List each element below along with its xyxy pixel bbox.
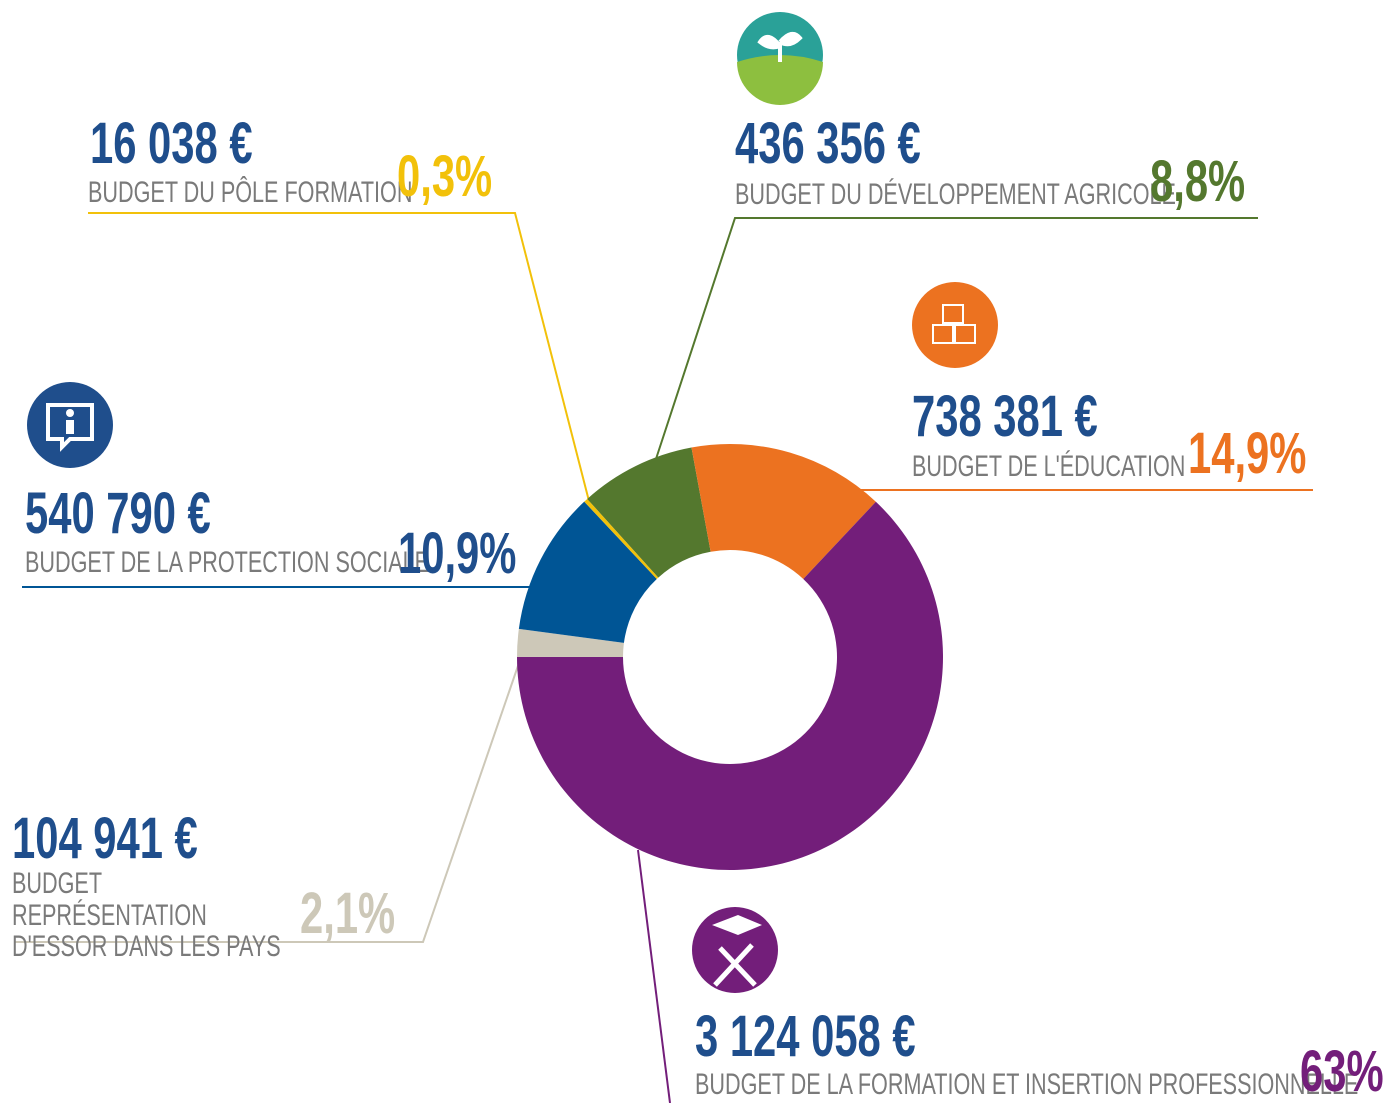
value-label: 2,1% [300, 881, 396, 946]
category: BUDGET DE LA PROTECTION SOCIALE [25, 546, 430, 579]
value-label: 14,9% [1188, 421, 1307, 486]
category: BUDGET DU DÉVELOPPEMENT AGRICOLE [735, 178, 1176, 211]
amount: 16 038 € [90, 111, 253, 176]
icon [912, 282, 998, 368]
value-label: 10,9% [398, 521, 517, 586]
donut-segment [587, 447, 711, 578]
amount: 104 941 € [12, 806, 198, 871]
category: BUDGET DE LA FORMATION ET INSERTION PROF… [695, 1068, 1359, 1101]
icon [737, 12, 823, 105]
value-label: 63% [1300, 1039, 1384, 1104]
category: BUDGET DU PÔLE FORMATION [88, 176, 413, 209]
value-label: 8,8% [1150, 149, 1246, 214]
donut-segment [518, 501, 657, 643]
leader-lines [15, 212, 1313, 1103]
amount: 738 381 € [912, 384, 1098, 449]
amount: 540 790 € [25, 481, 211, 546]
value-label: 0,3% [397, 144, 493, 209]
donut-segment [516, 501, 944, 870]
amount: 3 124 058 € [695, 1004, 916, 1069]
leader-line [15, 659, 521, 943]
category: BUDGET DE L'ÉDUCATION [912, 450, 1186, 483]
leader-line [88, 212, 591, 506]
category: BUDGET REPRÉSENTATION D'ESSOR DANS LES P… [12, 867, 281, 963]
leader-line [637, 849, 671, 1103]
icon [692, 907, 778, 993]
donut-segment [584, 498, 659, 579]
leader-line [654, 217, 1258, 463]
donut-segment [517, 628, 624, 657]
amount: 436 356 € [735, 111, 921, 176]
donut-segment [691, 444, 876, 580]
icon [27, 382, 113, 468]
